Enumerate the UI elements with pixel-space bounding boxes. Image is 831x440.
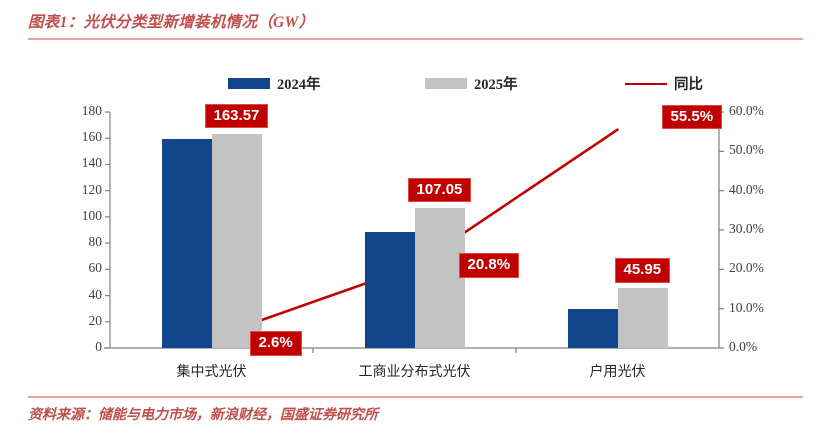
- legend-item-2025: 2025年: [425, 73, 518, 94]
- bar-value-label: 163.57: [204, 103, 269, 129]
- x-axis-category-label: 工商业分布式光伏: [358, 365, 471, 380]
- y-axis-tick-label: 180: [81, 103, 102, 118]
- yoy-value-label: 20.8%: [458, 253, 520, 278]
- source-note: 资料来源：储能与电力市场，新浪财经，国盛证券研究所: [28, 408, 378, 423]
- title-divider: [28, 38, 803, 40]
- y2-axis-tick-label: 20.0%: [729, 260, 764, 276]
- y2-axis-tick-label: 30.0%: [729, 221, 764, 236]
- legend-swatch-2025: [425, 78, 467, 89]
- legend-item-2024: 2024年: [228, 73, 321, 94]
- y-axis-tick-label: 0: [95, 339, 102, 354]
- y-axis-tick-label: 120: [81, 181, 102, 197]
- y-axis-tick-label: 80: [88, 234, 103, 250]
- legend-label-2025: 2025年: [474, 77, 518, 93]
- legend-label-yoy: 同比: [674, 77, 703, 93]
- y-axis-tick-label: 20: [88, 312, 103, 328]
- bar-2024: [161, 139, 212, 348]
- bar-value-label: 45.95: [614, 257, 671, 283]
- y-axis-tick-label: 140: [81, 155, 102, 171]
- y-axis-tick-label: 100: [81, 207, 102, 223]
- y2-axis-tick-label: 40.0%: [729, 181, 764, 197]
- y-axis-tick-label: 60: [88, 260, 103, 276]
- y2-axis-tick-label: 60.0%: [729, 103, 764, 118]
- yoy-value-label: 2.6%: [249, 330, 302, 356]
- y-axis-tick-label: 160: [81, 129, 102, 145]
- x-axis-category-label: 户用光伏: [589, 365, 646, 380]
- bar-2024: [364, 231, 415, 348]
- y-axis-tick-label: 40: [88, 286, 103, 302]
- bar-value-label: 107.05: [407, 177, 472, 203]
- legend-item-yoy: 同比: [625, 73, 703, 94]
- yoy-value-label: 55.5%: [661, 104, 723, 130]
- x-axis-category-label: 集中式光伏: [176, 365, 247, 380]
- bar-2025: [617, 287, 668, 348]
- y2-axis-tick-label: 0.0%: [729, 339, 758, 354]
- footer-divider: [28, 396, 803, 398]
- bar-2024: [567, 309, 618, 348]
- y2-axis-tick-label: 50.0%: [729, 142, 764, 158]
- legend-swatch-2024: [228, 78, 270, 89]
- y2-axis-tick-label: 10.0%: [729, 299, 764, 315]
- legend-label-2024: 2024年: [277, 77, 321, 93]
- page-title: 图表1：光伏分类型新增装机情况（GW）: [28, 14, 315, 31]
- chart-legend: 2024年 2025年 同比: [0, 72, 831, 96]
- legend-line-yoy: [625, 82, 667, 85]
- bar-2025: [414, 207, 465, 348]
- bar-2025: [211, 133, 262, 348]
